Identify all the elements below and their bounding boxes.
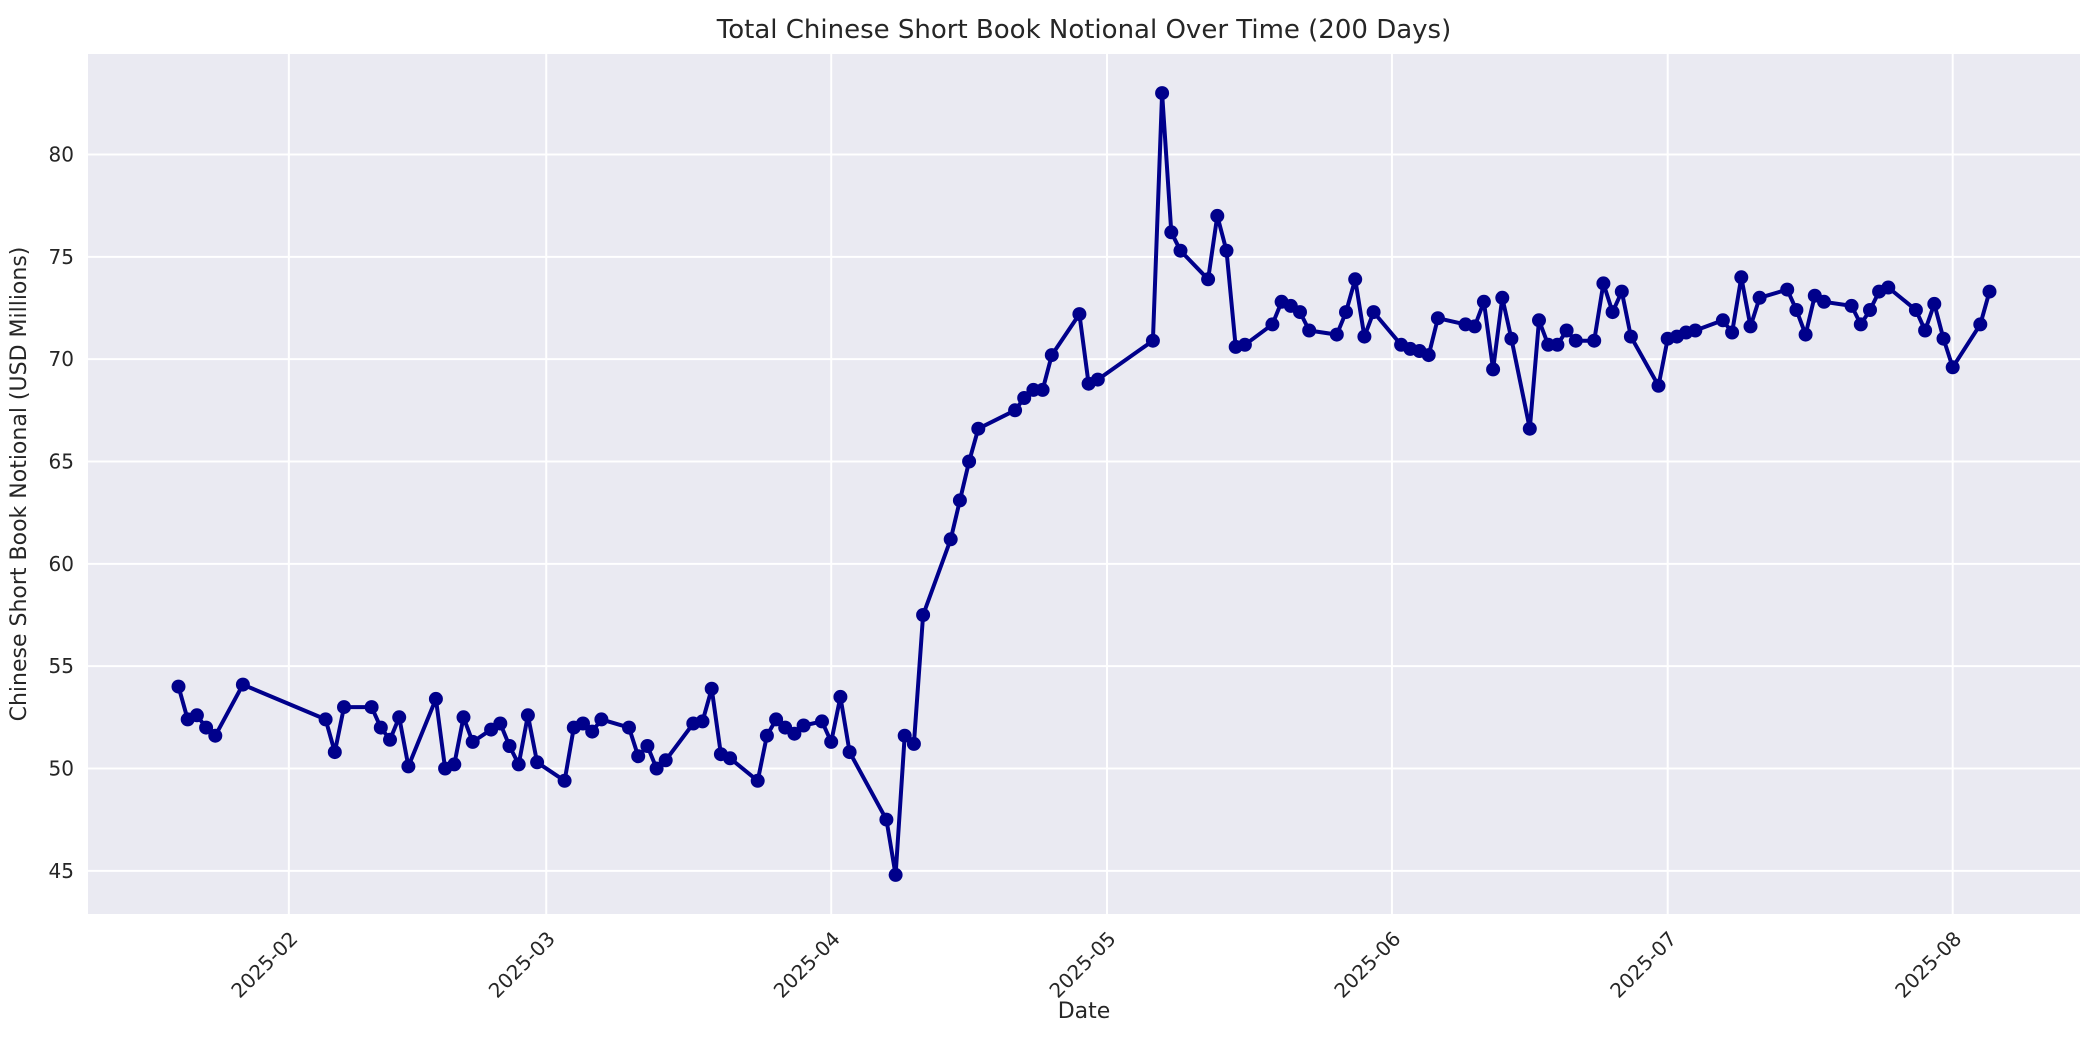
svg-text:2025-07: 2025-07: [1605, 927, 1681, 1003]
svg-text:45: 45: [49, 859, 74, 883]
svg-text:80: 80: [49, 142, 74, 166]
svg-text:2025-02: 2025-02: [226, 927, 302, 1003]
series-markers: [171, 86, 1997, 882]
x-axis-label: Date: [1058, 999, 1111, 1024]
plot-area: [88, 54, 2080, 914]
svg-text:2025-08: 2025-08: [1890, 927, 1966, 1003]
svg-text:70: 70: [49, 347, 74, 371]
y-axis-label: Chinese Short Book Notional (USD Million…: [7, 247, 32, 722]
x-axis-tick-labels: 2025-02 2025-03 2025-04 2025-05 2025-06 2025-…: [226, 927, 1966, 1003]
svg-text:2025-03: 2025-03: [484, 927, 560, 1003]
svg-text:75: 75: [49, 245, 74, 269]
svg-text:55: 55: [49, 654, 74, 678]
svg-text:50: 50: [49, 756, 74, 780]
svg-text:2025-06: 2025-06: [1329, 927, 1405, 1003]
svg-text:65: 65: [49, 449, 74, 473]
y-axis-tick-labels: 45 50 55 60 65 70 75 80: [49, 142, 74, 882]
svg-text:2025-04: 2025-04: [769, 927, 845, 1003]
svg-text:2025-05: 2025-05: [1044, 927, 1120, 1003]
chart-title: Total Chinese Short Book Notional Over T…: [716, 15, 1451, 45]
svg-text:60: 60: [49, 552, 74, 576]
